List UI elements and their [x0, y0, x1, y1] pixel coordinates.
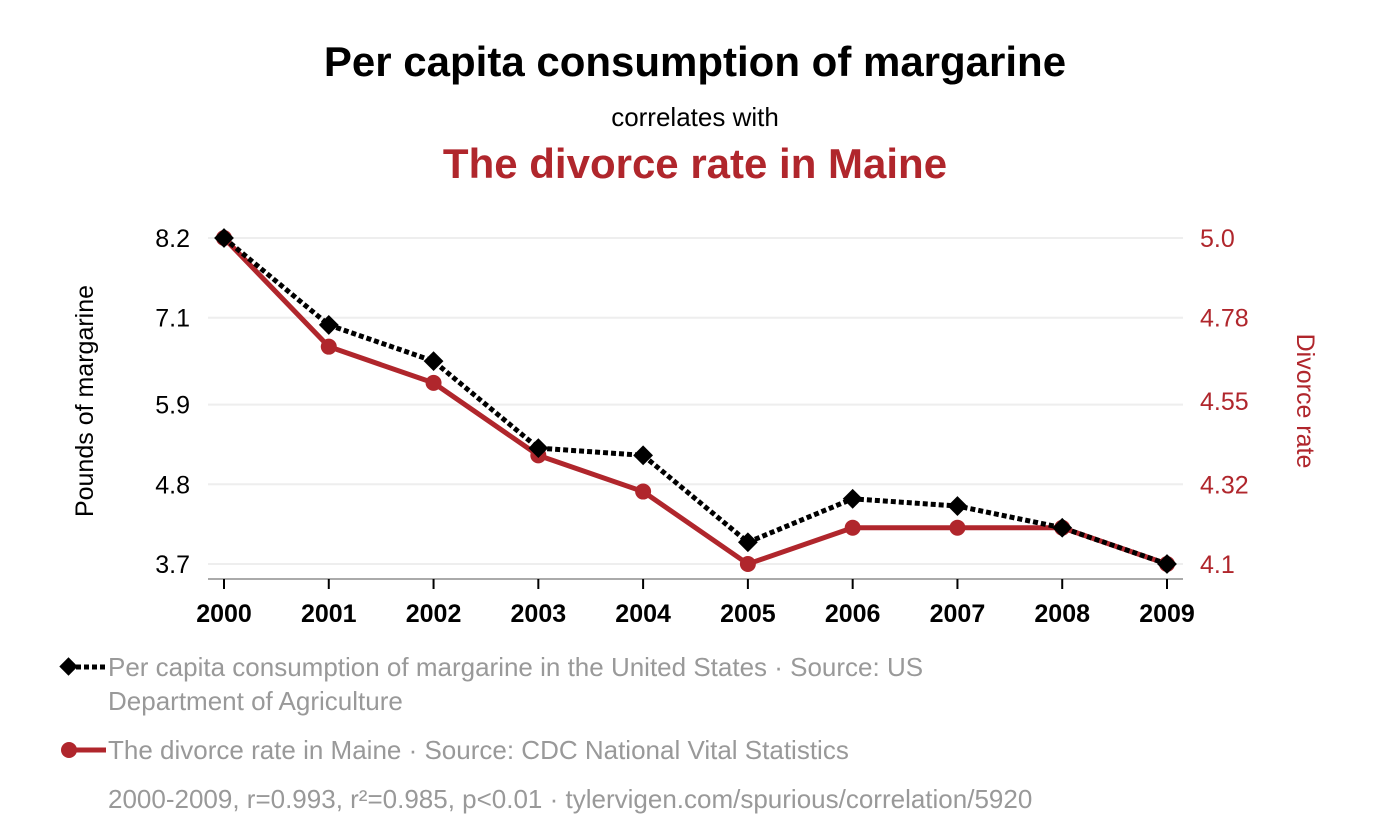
- chart-title: Per capita consumption of margarine: [323, 38, 1067, 85]
- gridlines: [208, 237, 1183, 565]
- x-tick-label: 2005: [720, 600, 776, 628]
- data-point-divorce: [320, 338, 337, 355]
- x-tick-label: 2006: [825, 600, 881, 628]
- legend-label-margarine-line2: Department of Agriculture: [108, 686, 403, 716]
- y-left-tick-label: 4.8: [155, 471, 190, 499]
- series-line-divorce: [222, 236, 1168, 567]
- data-point-divorce: [844, 519, 861, 536]
- legend-label-margarine-line1: Per capita consumption of margarine in t…: [108, 652, 924, 682]
- x-tick-label: 2002: [406, 600, 462, 628]
- data-point-margarine: [423, 351, 444, 372]
- data-point-margarine: [1052, 517, 1073, 538]
- chart-subtitle: correlates with: [611, 102, 779, 132]
- data-point-margarine: [528, 438, 549, 458]
- y-left-tick-label: 5.9: [155, 392, 190, 420]
- x-tick-label: 2007: [930, 600, 986, 628]
- x-tick-label: 2004: [615, 600, 671, 628]
- y-right-tick-label: 5.0: [1200, 225, 1235, 253]
- data-point-divorce: [949, 519, 966, 536]
- y-right-tick-label: 4.78: [1200, 305, 1249, 333]
- data-point-margarine: [947, 496, 968, 516]
- data-point-divorce: [739, 556, 756, 572]
- y-axis-left-label: Pounds of margarine: [71, 285, 99, 517]
- series-line-margarine: [222, 236, 1168, 567]
- x-tick-label: 2003: [511, 600, 567, 628]
- y-left-tick-label: 3.7: [155, 551, 190, 579]
- data-point-divorce: [425, 374, 442, 391]
- x-axis-ticks: 2000 2001 2002 2003 2004 2005 2006 2007 2008 2009: [196, 579, 1195, 628]
- y-right-tick-label: 4.55: [1200, 388, 1249, 416]
- y-axis-right-label: Divorce rate: [1291, 334, 1319, 469]
- data-point-margarine: [1157, 554, 1177, 574]
- series-layer: [214, 228, 1177, 574]
- footer-stats: 2000-2009, r=0.993, r²=0.985, p<0.01 · t…: [108, 784, 1033, 814]
- y-right-tick-label: 4.1: [1200, 551, 1235, 579]
- data-point-margarine: [214, 228, 234, 248]
- x-tick-label: 2000: [196, 600, 252, 628]
- y-right-tick-label: 4.32: [1200, 471, 1249, 499]
- data-point-margarine: [842, 488, 863, 509]
- data-point-margarine: [737, 532, 758, 553]
- x-tick-label: 2008: [1034, 600, 1090, 628]
- data-point-divorce: [635, 483, 652, 500]
- diamond-dotted-line-icon: [59, 657, 106, 676]
- chart-title-secondary: The divorce rate in Maine: [442, 140, 948, 187]
- circle-solid-line-icon: [61, 742, 106, 758]
- data-point-margarine: [633, 445, 654, 466]
- y-axis-left-ticks: 8.2 7.1 5.9 4.8 3.7: [155, 225, 190, 579]
- y-axis-right-ticks: 5.0 4.78 4.55 4.32 4.1: [1200, 225, 1249, 579]
- x-tick-label: 2001: [301, 600, 357, 628]
- data-point-margarine: [318, 315, 339, 335]
- legend-label-divorce: The divorce rate in Maine · Source: CDC …: [108, 735, 849, 765]
- y-left-tick-label: 7.1: [155, 305, 190, 333]
- y-left-tick-label: 8.2: [155, 225, 190, 253]
- x-tick-label: 2009: [1139, 600, 1195, 628]
